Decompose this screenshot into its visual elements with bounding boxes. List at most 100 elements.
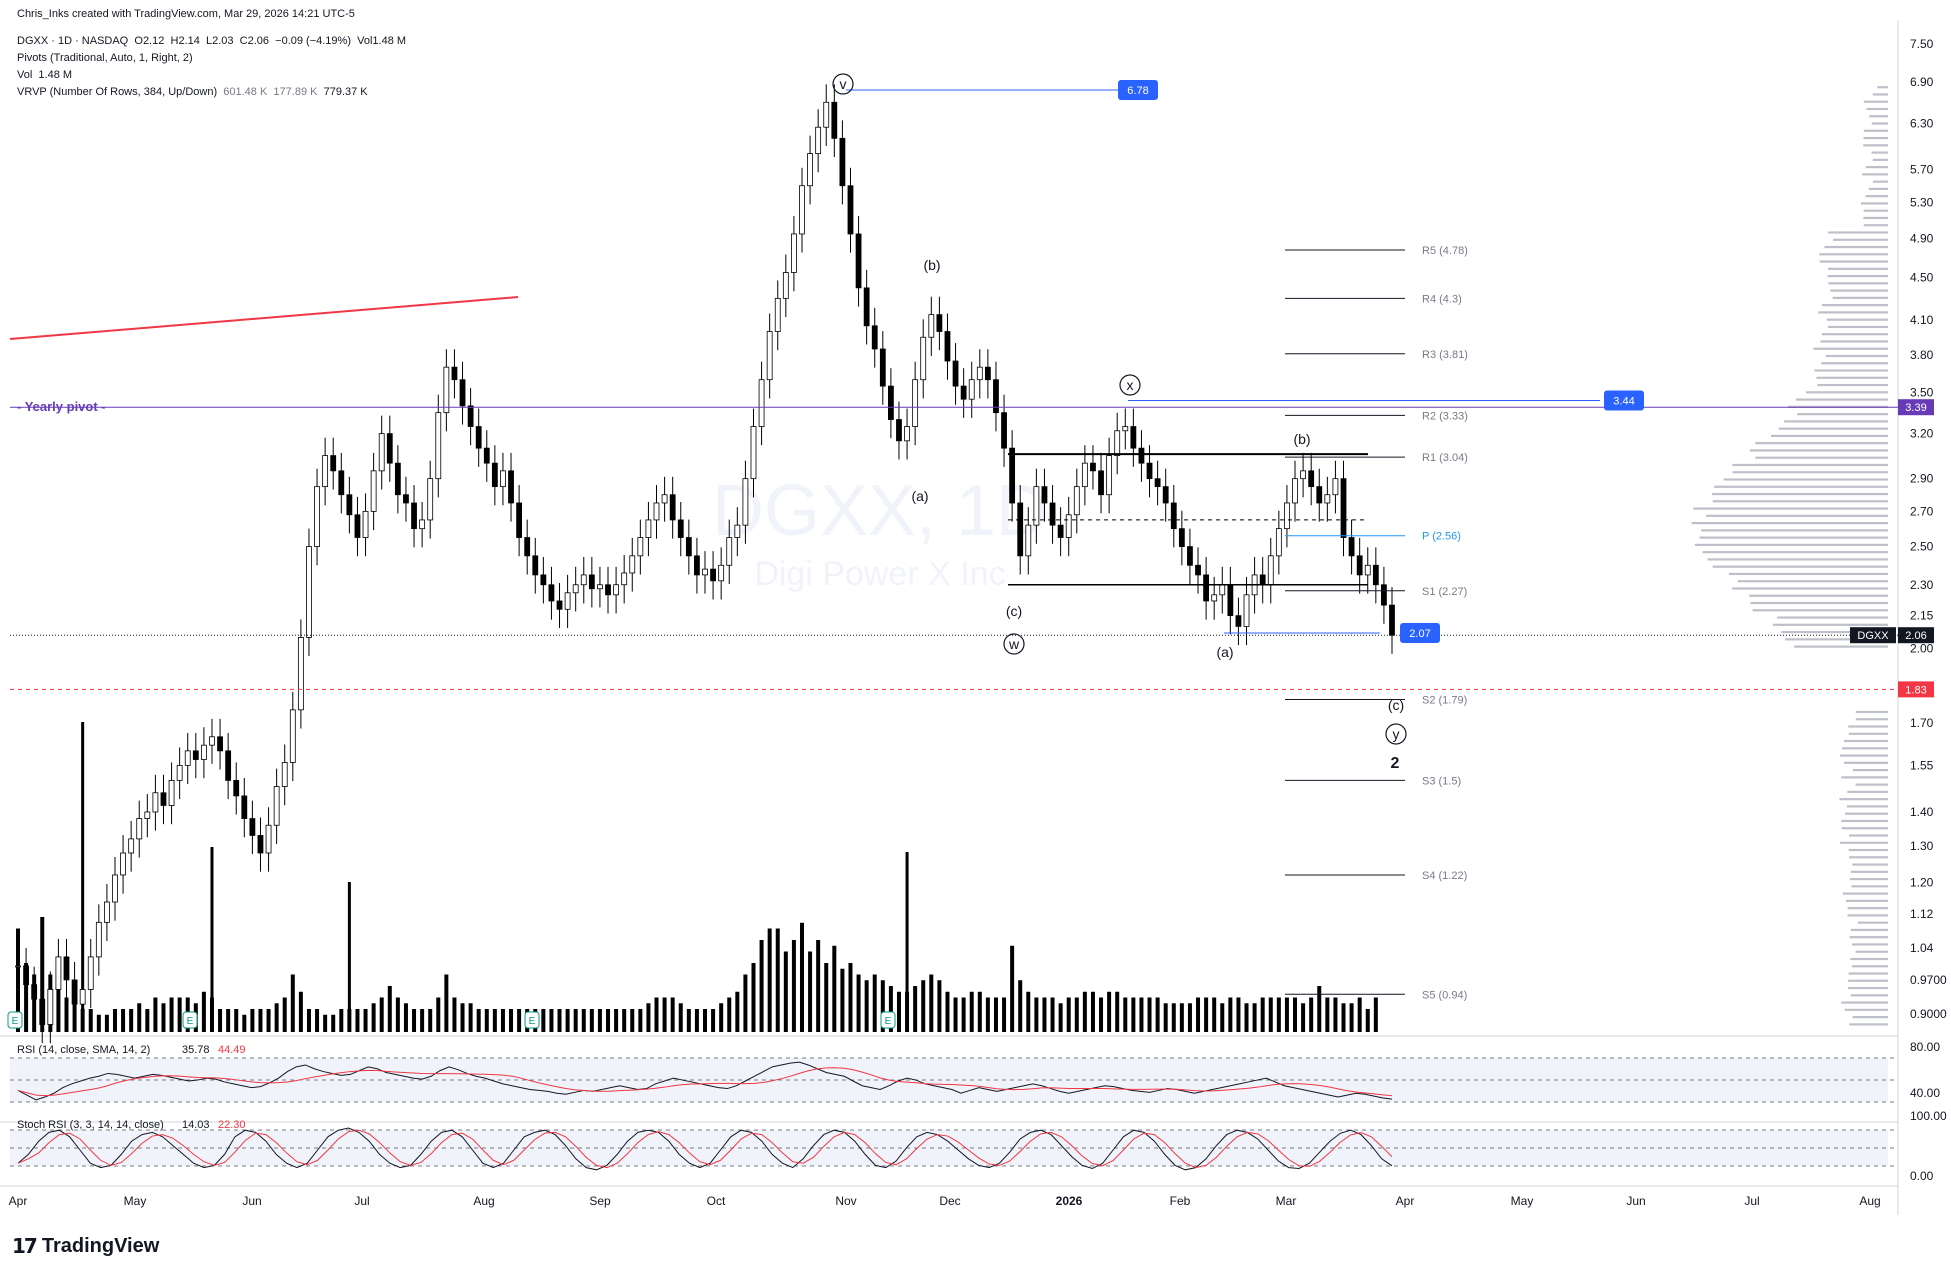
volume-bar	[1212, 998, 1216, 1033]
volume-bar	[1358, 998, 1362, 1033]
candle-body	[856, 234, 861, 288]
volume-bar	[1026, 992, 1030, 1032]
wave-label: (a)	[1216, 644, 1233, 660]
volume-bar	[929, 975, 933, 1033]
candle-body	[735, 525, 740, 537]
earnings-icon-label: E	[529, 1016, 536, 1027]
open-value: 2.12	[143, 35, 164, 47]
candle-body	[355, 515, 360, 538]
volume-bar	[978, 992, 982, 1032]
candle-body	[1284, 503, 1289, 529]
candle-body	[72, 980, 77, 1004]
volume-profile-bar	[1864, 101, 1888, 103]
candle-body	[1107, 456, 1112, 495]
volume-profile-bar	[1877, 86, 1888, 88]
volume-bar	[469, 1003, 473, 1032]
candle-body	[371, 471, 376, 512]
candle-body	[395, 463, 400, 495]
volume-bar	[703, 1009, 707, 1032]
candle-body	[969, 380, 974, 399]
volume-bar	[1099, 998, 1103, 1033]
volume-bar	[1067, 998, 1071, 1033]
volume-profile-bar	[1706, 515, 1888, 517]
volume-profile-bar	[1848, 907, 1888, 909]
volume-profile-bar	[1862, 173, 1888, 175]
volume-profile-bar	[1864, 224, 1888, 226]
volume-profile-bar	[1864, 210, 1888, 212]
volume-bar	[501, 1009, 505, 1032]
earnings-icon-label: E	[187, 1016, 194, 1027]
volume-bar	[89, 1009, 93, 1032]
rsi-tick-label: 80.00	[1910, 1040, 1940, 1054]
volume-bar	[444, 975, 448, 1033]
volume-bar	[1075, 998, 1079, 1033]
volume-bar	[1269, 998, 1273, 1033]
volume-bar	[792, 940, 796, 1032]
volume-profile-bar	[1827, 319, 1888, 321]
volume-bar	[1196, 998, 1200, 1033]
volume-bar	[250, 1009, 254, 1032]
candle-body	[953, 361, 958, 386]
candle-body	[1268, 556, 1273, 585]
volume-bar	[1018, 980, 1022, 1032]
low-value: 2.03	[212, 35, 233, 47]
candle-body	[436, 413, 441, 479]
candle-body	[630, 556, 635, 573]
symbol-name[interactable]: DGXX · 1D · NASDAQ	[17, 35, 128, 47]
tradingview-logo-icon: 17	[12, 1234, 36, 1258]
candle-body	[1058, 525, 1063, 537]
volume-bar	[784, 952, 788, 1033]
watermark-symbol: DGXX, 1D	[712, 471, 1048, 551]
volume-bar	[638, 1009, 642, 1032]
volume-profile-bar	[1840, 842, 1888, 844]
volume-profile-bar	[1824, 246, 1888, 248]
candle-body	[1260, 575, 1265, 585]
volume-bar	[364, 1009, 368, 1032]
candle-body	[298, 637, 303, 709]
symbol-legend[interactable]: DGXX · 1D · NASDAQ O2.12 H2.14 L2.03 C2.…	[17, 35, 406, 47]
pivot-label-s1: S1 (2.27)	[1422, 586, 1467, 598]
pivots-legend-text: Pivots (Traditional, Auto, 1, Right, 2)	[17, 52, 193, 64]
volume-profile-bar	[1851, 994, 1888, 996]
candle-body	[88, 957, 93, 990]
volume-profile-bar	[1828, 275, 1888, 277]
volume-bar	[840, 969, 844, 1032]
candle-body	[331, 456, 336, 471]
price-tick-label: 5.30	[1910, 196, 1934, 210]
volume-bar	[606, 1009, 610, 1032]
candle-body	[428, 479, 433, 520]
volume-profile-bar	[1819, 253, 1888, 255]
vrvp-legend[interactable]: VRVP (Number Of Rows, 384, Up/Down) 601.…	[17, 86, 368, 98]
volume-bar	[493, 1009, 497, 1032]
candle-body	[1301, 471, 1306, 479]
volume-bar	[1342, 1003, 1346, 1032]
credit-text: Chris_Inks created with TradingView.com,…	[17, 8, 355, 20]
volume-bar	[1115, 992, 1119, 1032]
volume-bar	[436, 998, 440, 1033]
volume-bar	[291, 975, 295, 1033]
candle-body	[961, 386, 966, 399]
candle-body	[1034, 487, 1039, 526]
wave-label: (c)	[1388, 697, 1404, 713]
volume-bar	[1002, 998, 1006, 1033]
volume-bar	[743, 975, 747, 1033]
yearly-pivot-tag-text: 3.39	[1905, 402, 1926, 414]
candle-body	[1325, 495, 1330, 503]
volume-bar	[145, 1009, 149, 1032]
volume-bar	[994, 998, 998, 1033]
candle-body	[1018, 503, 1023, 556]
candle-body	[1179, 529, 1184, 547]
pivot-label-s4: S4 (1.22)	[1422, 870, 1467, 882]
volume-profile-bar	[1755, 442, 1888, 444]
pivots-legend[interactable]: Pivots (Traditional, Auto, 1, Right, 2)	[17, 52, 193, 64]
candle-body	[767, 331, 772, 379]
candle-body	[864, 288, 869, 326]
volume-bar	[1172, 1003, 1176, 1032]
volume-profile-bar	[1853, 1016, 1888, 1018]
volume-bar	[202, 992, 206, 1032]
volume-legend[interactable]: Vol 1.48 M	[17, 69, 72, 81]
candle-body	[32, 985, 37, 1000]
time-tick-label: May	[1511, 1194, 1534, 1208]
tradingview-brand[interactable]: 17 TradingView	[12, 1234, 159, 1258]
